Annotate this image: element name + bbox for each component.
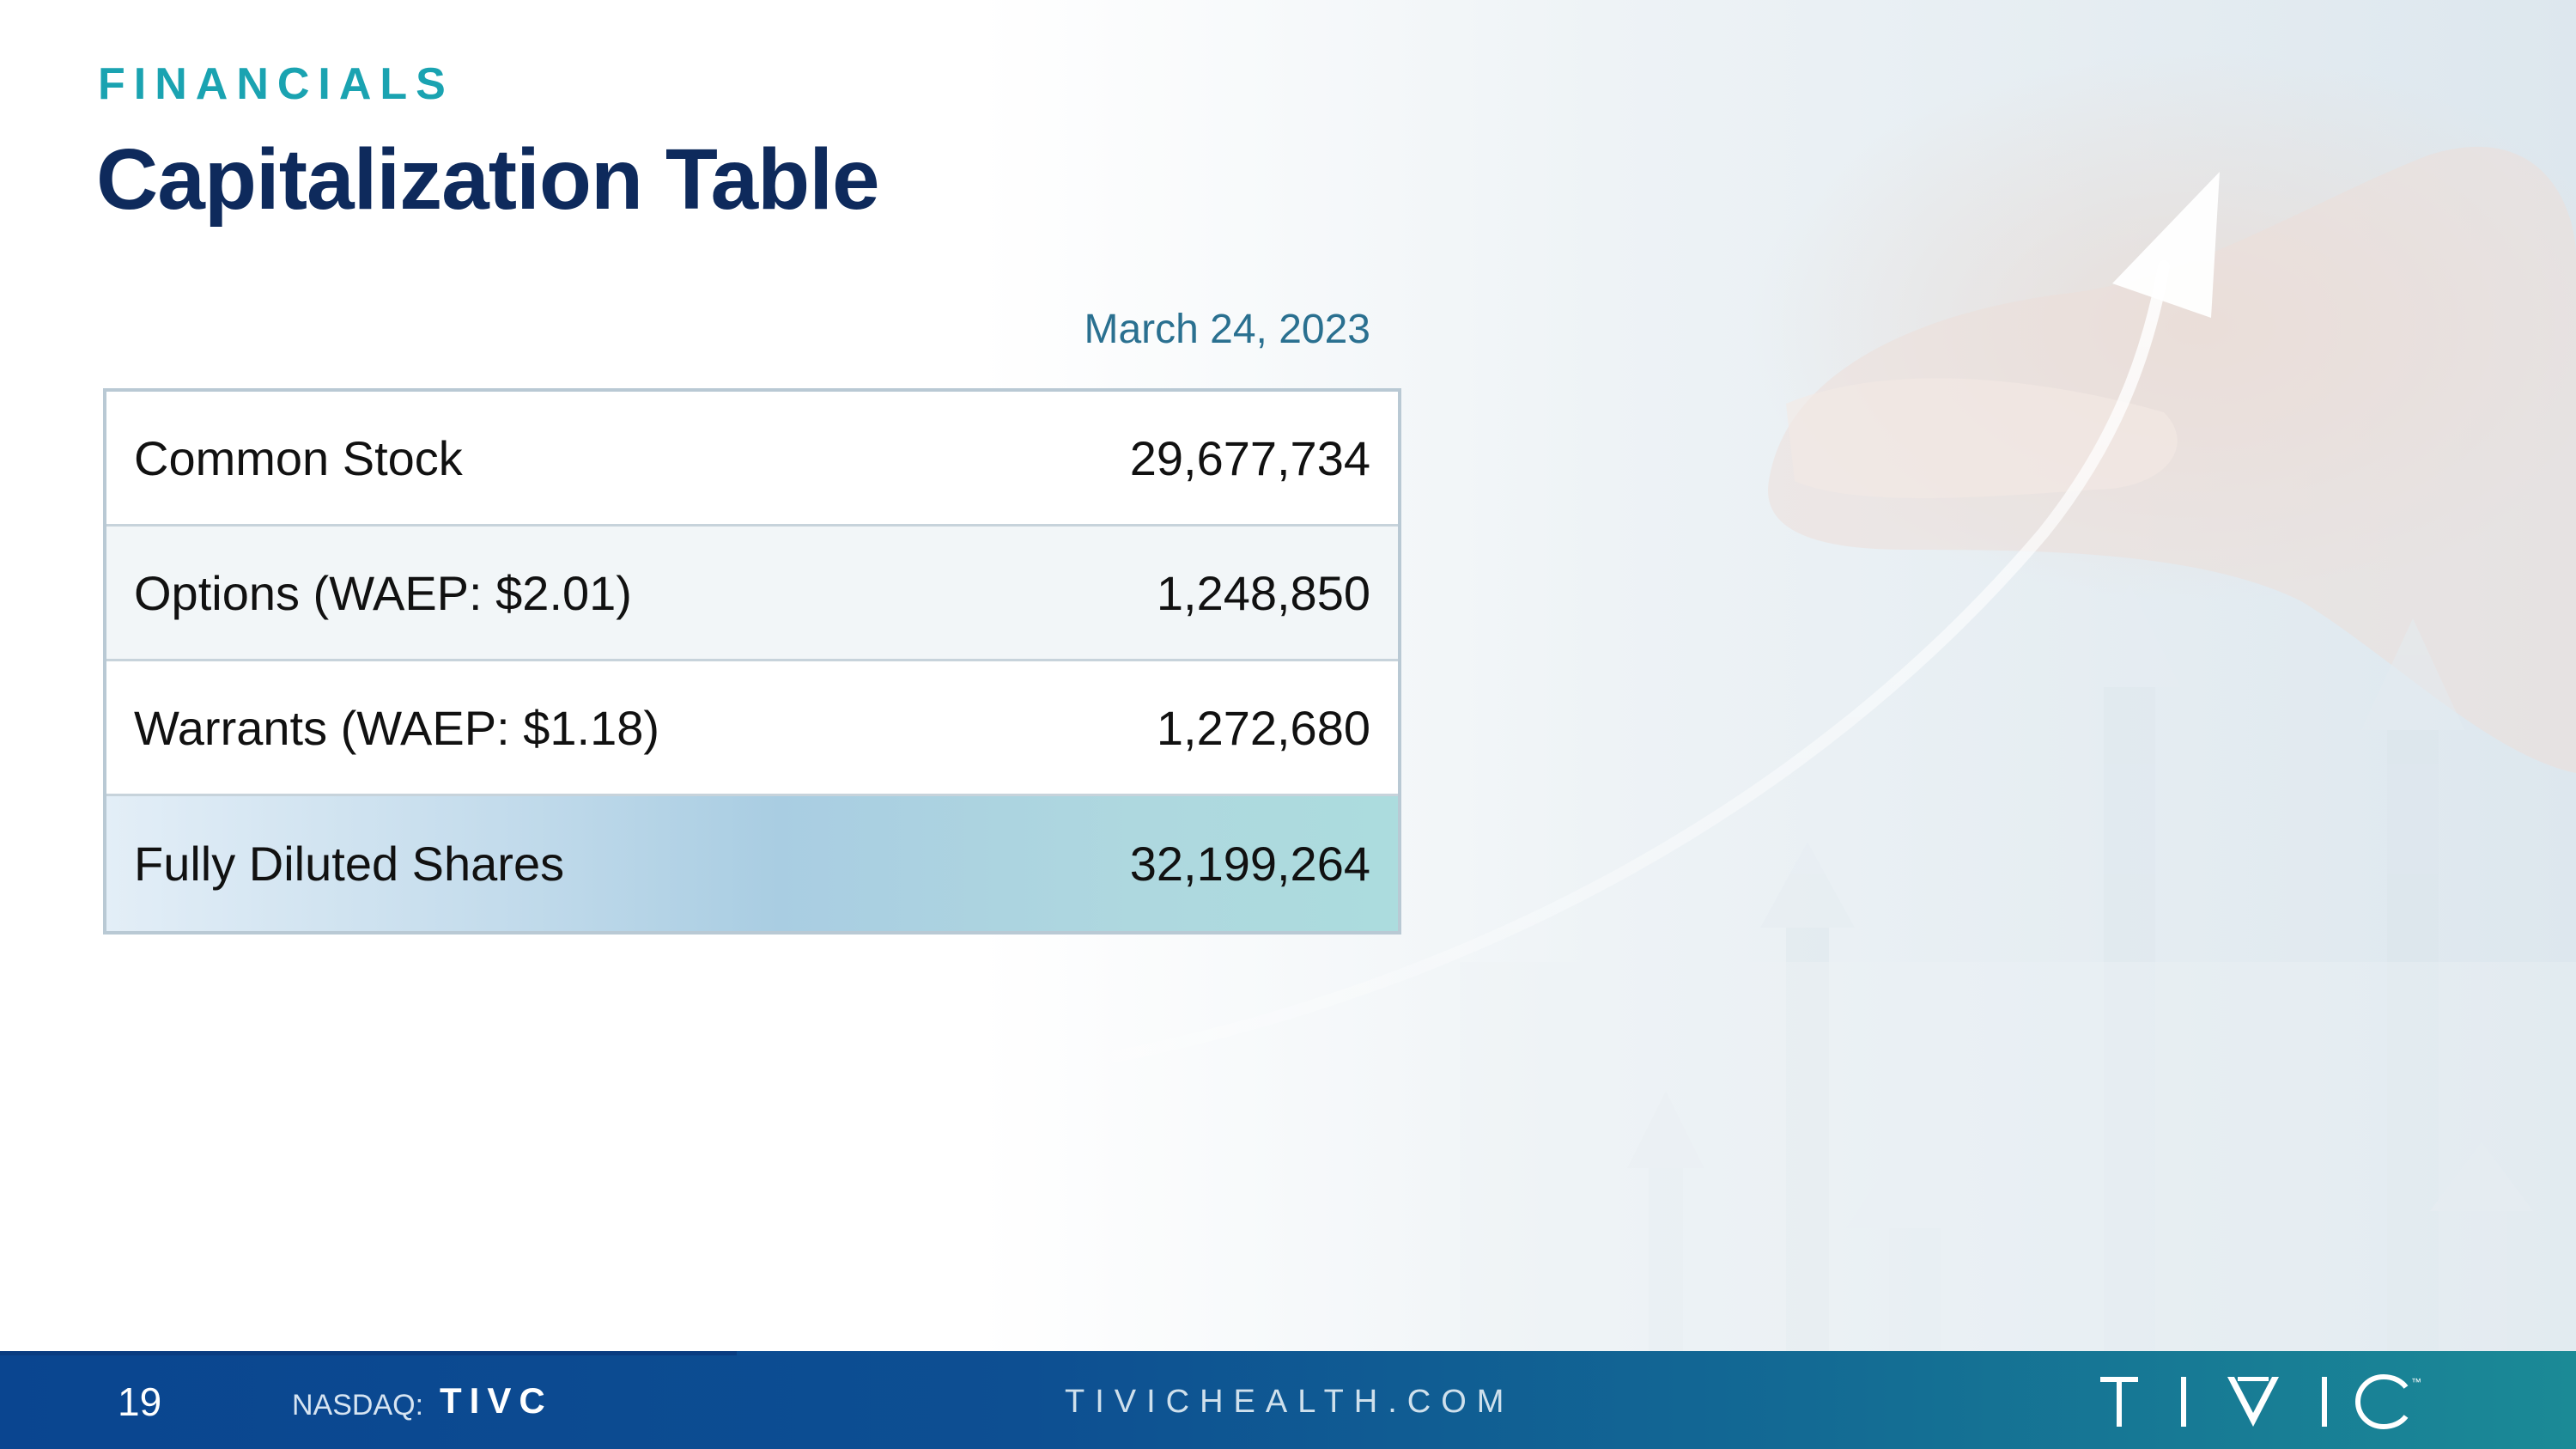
table-row-fully-diluted-total: Fully Diluted Shares 32,199,264: [106, 796, 1398, 931]
table-row-common-stock: Common Stock 29,677,734: [106, 392, 1398, 527]
row-value: 32,199,264: [1129, 837, 1370, 891]
ticker-symbol: TIVC: [440, 1380, 553, 1421]
row-value: 1,248,850: [1156, 565, 1370, 620]
table-row-options: Options (WAEP: $2.01) 1,248,850: [106, 527, 1398, 661]
footer-bar: 19 NASDAQ: TIVC TIVICHEALTH.COM ™: [0, 1351, 2576, 1449]
row-label: Common Stock: [134, 430, 463, 485]
capitalization-table: Common Stock 29,677,734 Options (WAEP: $…: [103, 388, 1401, 935]
exchange-label: NASDAQ:: [292, 1389, 424, 1422]
row-label: Fully Diluted Shares: [134, 837, 565, 891]
rising-arrows-hand-art: [0, 0, 2576, 1353]
table-row-warrants: Warrants (WAEP: $1.18) 1,272,680: [106, 661, 1398, 796]
tivic-logo-icon: ™: [2100, 1373, 2421, 1430]
row-label: Options (WAEP: $2.01): [134, 565, 632, 620]
row-value: 1,272,680: [1156, 700, 1370, 755]
section-eyebrow: FINANCIALS: [98, 59, 454, 109]
page-number: 19: [118, 1379, 162, 1424]
table-column-header-date: March 24, 2023: [1084, 307, 1370, 352]
website-link[interactable]: TIVICHEALTH.COM: [1065, 1384, 1515, 1420]
page-title: Capitalization Table: [96, 131, 880, 228]
row-value: 29,677,734: [1129, 430, 1370, 485]
tivic-logo-icon: ™: [2100, 1372, 2427, 1432]
svg-text:™: ™: [2411, 1376, 2421, 1388]
background-illustration: [0, 0, 2576, 1353]
row-label: Warrants (WAEP: $1.18): [134, 700, 660, 755]
footer-accent-line: [0, 1351, 737, 1355]
